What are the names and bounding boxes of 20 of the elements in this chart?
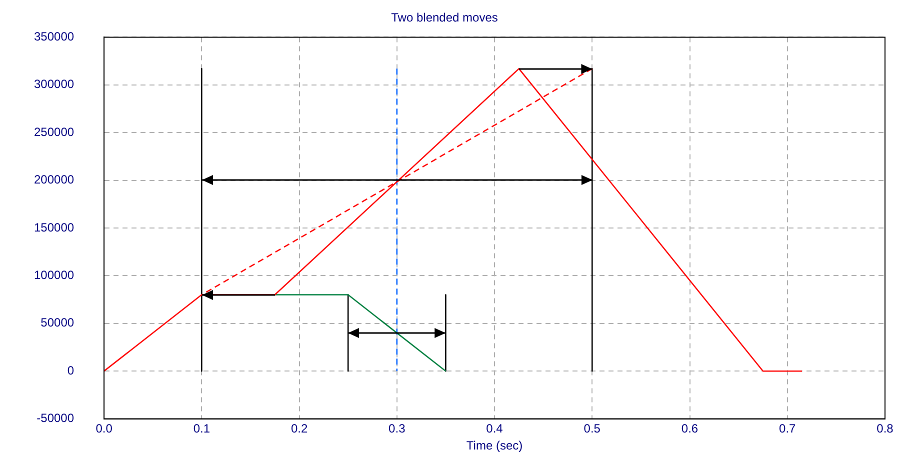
y-tick-label: 100000 — [34, 268, 74, 282]
x-axis-title: Time (sec) — [466, 438, 523, 453]
y-tick-label: 0 — [67, 363, 74, 378]
chart-title: Two blended moves — [391, 10, 498, 24]
x-tick-label: 0.4 — [486, 421, 504, 436]
y-tick-label: 250000 — [34, 124, 74, 139]
y-tick-label: -50000 — [36, 411, 74, 426]
x-tick-label: 0.0 — [96, 421, 113, 436]
y-tick-label: 300000 — [34, 77, 74, 92]
x-tick-label: 0.5 — [584, 421, 601, 436]
x-tick-label: 0.8 — [876, 421, 894, 436]
y-tick-label: 350000 — [34, 30, 74, 44]
x-tick-label: 0.7 — [779, 421, 796, 436]
y-tick-label: 50000 — [40, 316, 74, 330]
x-tick-label: 0.2 — [290, 421, 308, 436]
x-tick-label: 0.6 — [681, 421, 698, 436]
x-tick-label: 0.3 — [388, 421, 406, 436]
y-tick-label: 200000 — [34, 172, 74, 187]
x-tick-label: 0.1 — [193, 421, 210, 436]
y-tick-label: 150000 — [34, 220, 74, 234]
